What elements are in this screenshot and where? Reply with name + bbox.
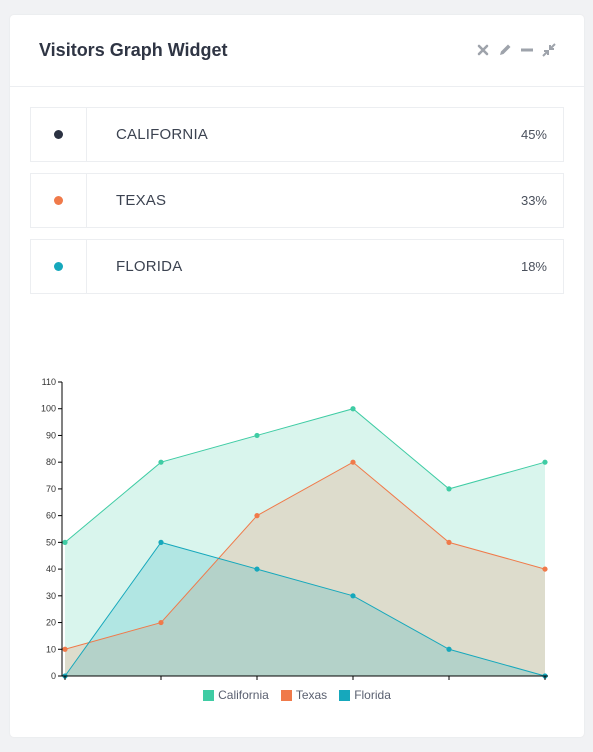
point-california [542,459,548,465]
y-tick-label: 40 [46,564,56,574]
point-florida [350,593,356,599]
y-tick-label: 70 [46,484,56,494]
line-texas [64,461,546,650]
x-tick-label: 5 [542,684,547,685]
chart-legend: California Texas Florida [10,688,584,702]
state-list: CALIFORNIA 45% TEXAS 33% FLORIDA 18% [30,107,564,305]
legend-swatch [339,689,351,701]
point-california [350,406,356,412]
y-tick-label: 0 [51,671,56,681]
point-california [254,432,260,439]
point-california [62,539,68,545]
point-texas [62,646,68,652]
y-tick-label: 110 [42,377,56,387]
legend-item-texas[interactable]: Texas [280,688,328,702]
x-tick-label: 3 [350,684,355,685]
x-tick-label: 0 [62,684,67,685]
point-california [158,459,164,465]
compress-icon[interactable] [541,42,557,58]
legend-swatch [280,689,292,701]
widget-title: Visitors Graph Widget [39,40,228,60]
point-florida [446,646,452,652]
state-row-texas: TEXAS 33% [30,173,564,228]
point-florida [158,539,164,545]
area-california [65,408,545,676]
state-percent: 18% [520,259,547,274]
x-tick-label: 2 [254,684,259,685]
y-tick-label: 20 [46,618,56,628]
state-name: TEXAS [116,192,167,209]
y-tick-label: 30 [46,591,56,601]
legend-item-florida[interactable]: Florida [339,688,391,702]
visitors-widget: Visitors Graph Widget CALI [10,15,584,737]
point-texas [446,539,452,545]
state-dot-cell [31,240,87,293]
legend-label: Florida [354,688,391,702]
line-florida [64,541,546,677]
chart-svg: 0 10 20 30 40 50 60 70 80 90 100 110 0 1 2 3 4 5 [41,377,548,694]
california-dot [54,130,63,139]
y-tick-label: 50 [46,537,56,547]
y-tick-label: 80 [46,457,56,467]
state-percent: 45% [520,127,547,142]
legend-swatch [203,689,215,701]
point-texas [350,459,356,465]
widget-header: Visitors Graph Widget [10,15,584,87]
florida-dot [54,262,63,271]
state-dot-cell [31,174,87,227]
y-tick-label: 90 [46,430,56,440]
state-row-florida: FLORIDA 18% [30,239,564,294]
legend-label: California [218,688,269,702]
point-texas [254,513,260,519]
close-icon[interactable] [475,42,491,58]
y-tick-label: 10 [46,644,56,654]
line-california [64,408,546,543]
pencil-icon[interactable] [497,42,513,58]
texas-dot [54,196,63,205]
x-tick-label: 4 [446,684,451,685]
state-percent: 33% [520,193,547,208]
state-row-california: CALIFORNIA 45% [30,107,564,162]
legend-item-california[interactable]: California [203,688,269,702]
point-texas [542,566,548,572]
x-tick-label: 1 [158,684,163,685]
area-florida [65,542,545,676]
visitors-chart: 0 10 20 30 40 50 60 70 80 90 100 110 0 1 2 3 4 5 Californ… [10,355,584,725]
header-tools [475,42,557,58]
point-california [446,486,452,492]
area-texas [65,462,545,676]
minimize-icon[interactable] [519,42,535,58]
y-tick-label: 60 [46,511,56,521]
legend-label: Texas [295,688,328,702]
y-tick-label: 100 [41,404,56,414]
point-texas [158,619,164,626]
state-name: FLORIDA [116,258,183,275]
state-name: CALIFORNIA [116,126,209,143]
point-florida [254,566,260,572]
state-dot-cell [31,108,87,161]
